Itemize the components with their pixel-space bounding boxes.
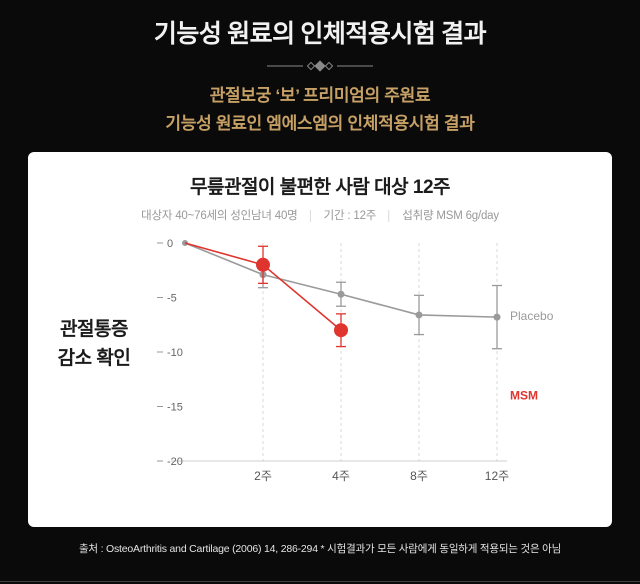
subtitle-block: 관절보궁 ‘보’ 프리미엄의 주원료 기능성 원료인 엠에스엠의 인체적용시험 … xyxy=(0,84,640,136)
side-label-line-1: 관절통증 xyxy=(60,318,128,340)
svg-text:4주: 4주 xyxy=(332,469,350,483)
meta-separator: │ xyxy=(307,211,314,223)
svg-text:MSM: MSM xyxy=(510,389,538,403)
chart-title: 무릎관절이 불편한 사람 대상 12주 xyxy=(190,177,451,199)
trial-chart: 2주 4주 8주 12주 0 -5 -10 -15 -20 Placebo MSM xyxy=(157,238,554,483)
svg-text:2주: 2주 xyxy=(254,469,272,483)
meta-separator: │ xyxy=(386,211,393,223)
source-footnote: 출처 : OsteoArthritis and Cartilage (2006)… xyxy=(78,543,562,556)
meta-subjects: 대상자 40~76세의 성인남녀 40명 xyxy=(141,210,298,223)
svg-text:Placebo: Placebo xyxy=(510,309,554,323)
svg-text:-15: -15 xyxy=(167,402,183,414)
svg-text:-20: -20 xyxy=(167,456,183,468)
svg-text:12주: 12주 xyxy=(485,469,509,483)
svg-text:8주: 8주 xyxy=(410,469,428,483)
svg-text:0: 0 xyxy=(167,238,173,250)
page-title: 기능성 원료의 인체적용시험 결과 xyxy=(153,21,487,48)
svg-text:-10: -10 xyxy=(167,347,183,359)
bottom-divider xyxy=(0,581,640,582)
subtitle-line-2: 기능성 원료인 엠에스엠의 인체적용시험 결과 xyxy=(165,113,475,133)
chart-row: 관절통증 감소 확인 2주 4주 8주 12주 0 -5 -10 -15 -20 Placebo M… xyxy=(33,229,607,511)
svg-text:-5: -5 xyxy=(167,293,177,305)
meta-dose: 섭취량 MSM 6g/day xyxy=(402,210,499,223)
meta-duration: 기간 : 12주 xyxy=(323,210,377,223)
chart-side-label: 관절통증 감소 확인 xyxy=(33,315,155,374)
chart-meta: 대상자 40~76세의 성인남녀 40명 │ 기간 : 12주 │ 섭취량 MS… xyxy=(33,207,607,223)
side-label-line-2: 감소 확인 xyxy=(57,348,131,370)
subtitle-line-1: 관절보궁 ‘보’ 프리미엄의 주원료 xyxy=(209,86,431,105)
divider-ornament xyxy=(267,60,373,72)
chart-card: 무릎관절이 불편한 사람 대상 12주 대상자 40~76세의 성인남녀 40명… xyxy=(28,152,612,528)
